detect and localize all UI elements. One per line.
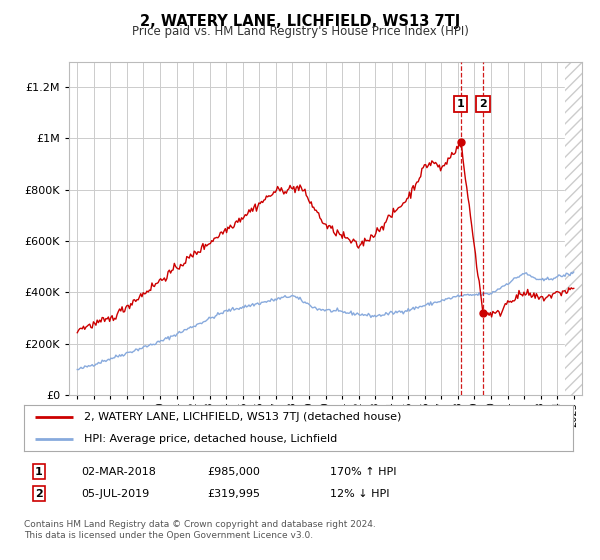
Text: 2, WATERY LANE, LICHFIELD, WS13 7TJ: 2, WATERY LANE, LICHFIELD, WS13 7TJ — [140, 14, 460, 29]
Text: HPI: Average price, detached house, Lichfield: HPI: Average price, detached house, Lich… — [85, 435, 338, 444]
Text: Contains HM Land Registry data © Crown copyright and database right 2024.
This d: Contains HM Land Registry data © Crown c… — [24, 520, 376, 540]
Text: 2: 2 — [479, 99, 487, 109]
Text: 2, WATERY LANE, LICHFIELD, WS13 7TJ (detached house): 2, WATERY LANE, LICHFIELD, WS13 7TJ (det… — [85, 412, 402, 422]
Text: 1: 1 — [457, 99, 464, 109]
Text: £985,000: £985,000 — [207, 466, 260, 477]
Text: 12% ↓ HPI: 12% ↓ HPI — [330, 489, 389, 499]
Text: Price paid vs. HM Land Registry's House Price Index (HPI): Price paid vs. HM Land Registry's House … — [131, 25, 469, 38]
Text: 1: 1 — [35, 466, 43, 477]
Text: 2: 2 — [35, 489, 43, 499]
Text: £319,995: £319,995 — [207, 489, 260, 499]
Text: 170% ↑ HPI: 170% ↑ HPI — [330, 466, 397, 477]
Bar — [565, 62, 582, 395]
Text: 05-JUL-2019: 05-JUL-2019 — [81, 489, 149, 499]
Bar — [565, 62, 582, 395]
Text: 02-MAR-2018: 02-MAR-2018 — [81, 466, 156, 477]
